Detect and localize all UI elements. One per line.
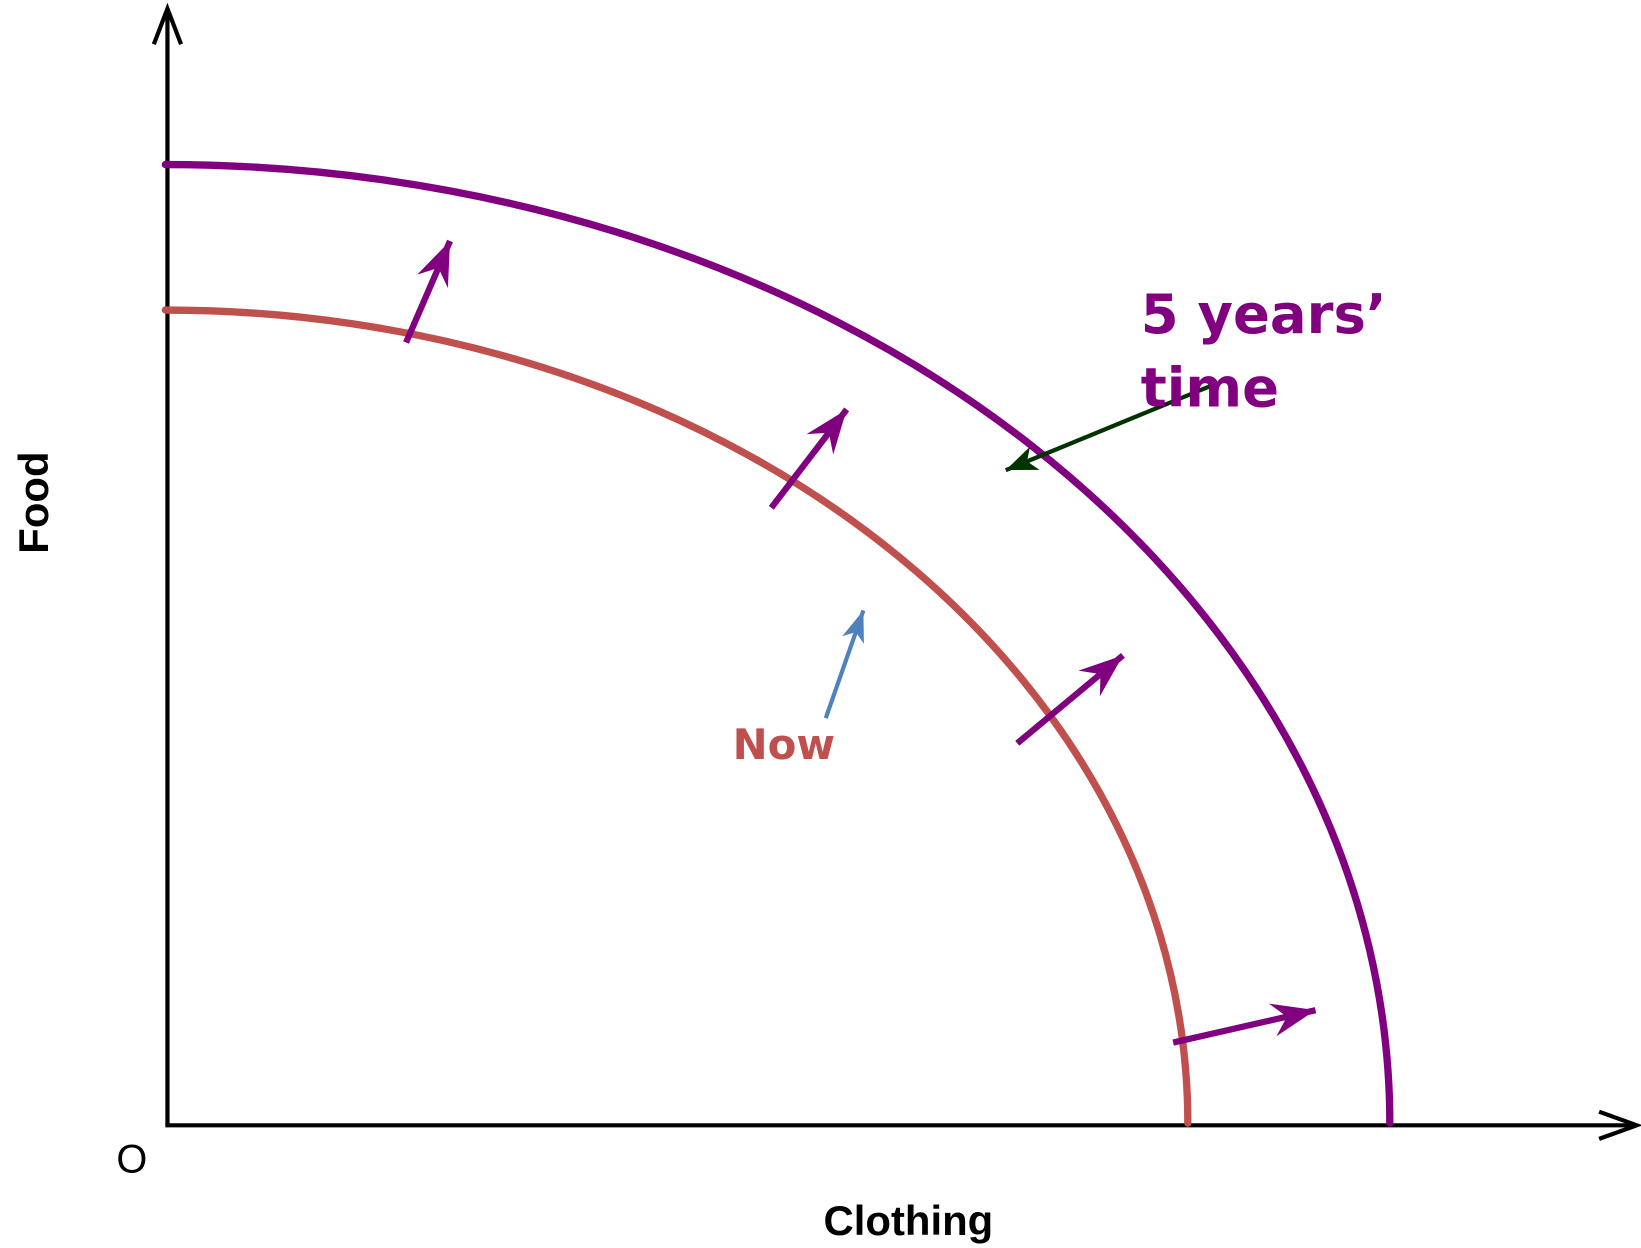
x-axis-arrowhead bbox=[1598, 1109, 1641, 1141]
current-ppf-curve bbox=[161, 306, 1192, 1127]
future-label-line: 5 years’ bbox=[1141, 282, 1387, 346]
future-label-line: time bbox=[1141, 355, 1279, 419]
shift-arrow bbox=[1015, 652, 1125, 746]
origin-label: O bbox=[116, 1137, 147, 1181]
y-axis-label: Food bbox=[10, 451, 57, 553]
now-pointer bbox=[823, 609, 866, 719]
shift-arrow bbox=[1172, 1003, 1317, 1046]
shift-arrow bbox=[403, 239, 453, 344]
future-ppf-curve bbox=[161, 160, 1394, 1127]
y-axis-arrowhead bbox=[151, 2, 184, 45]
future-pointer bbox=[1004, 383, 1213, 473]
x-axis-label: Clothing bbox=[824, 1197, 994, 1244]
now-label: Now bbox=[733, 720, 835, 769]
shift-arrow bbox=[768, 407, 850, 510]
